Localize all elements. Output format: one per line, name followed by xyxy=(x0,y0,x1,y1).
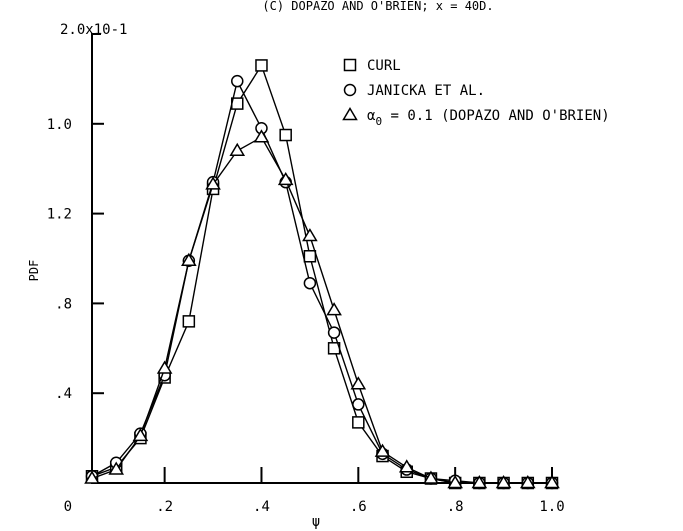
data-point-square xyxy=(353,417,364,428)
x-tick-label: .4 xyxy=(253,499,270,515)
x-tick-label: .8 xyxy=(447,499,464,515)
series-line-circle xyxy=(92,81,552,483)
legend-label: CURL xyxy=(367,58,401,74)
x-axis-label: ψ xyxy=(312,514,320,530)
y-axis-multiplier-label: 2.0x10-1 xyxy=(60,22,127,38)
data-point-circle xyxy=(304,278,315,289)
axis-lines xyxy=(92,34,552,483)
legend-label: JANICKA ET AL. xyxy=(367,83,485,99)
series-line-triangle xyxy=(92,137,552,483)
x-tick-label: .6 xyxy=(350,499,367,515)
series-circle xyxy=(87,76,558,489)
y-tick-label: 1.2 xyxy=(47,207,72,223)
axes xyxy=(92,34,552,483)
data-point-square xyxy=(304,251,315,262)
legend-marker-triangle xyxy=(344,109,357,120)
y-tick-label: 0 xyxy=(64,499,72,515)
data-point-circle xyxy=(329,327,340,338)
x-tick-label: 1.0 xyxy=(539,499,564,515)
legend-marker-circle xyxy=(345,85,356,96)
data-point-square xyxy=(256,60,267,71)
chart-title: (C) DOPAZO AND O'BRIEN; x = 40D. xyxy=(262,0,493,13)
y-tick-label: .4 xyxy=(55,386,72,402)
y-tick-label: 1.0 xyxy=(47,117,72,133)
data-point-triangle xyxy=(231,144,244,155)
x-tick-label: .2 xyxy=(156,499,173,515)
data-point-triangle xyxy=(328,304,341,315)
legend: CURL JANICKA ET AL. α0 = 0.1 (DOPAZO AND O… xyxy=(344,58,610,128)
series-layer xyxy=(86,60,559,489)
data-point-circle xyxy=(232,76,243,87)
legend-marker-square xyxy=(345,60,356,71)
data-point-square xyxy=(183,316,194,327)
data-point-triangle xyxy=(352,378,365,389)
ticks: .2 .4 .6 .8 1.0 0 .4 .8 1.2 1.0 xyxy=(47,117,565,515)
data-point-square xyxy=(280,130,291,141)
data-point-circle xyxy=(353,399,364,410)
legend-label: α0 = 0.1 (DOPAZO AND O'BRIEN) xyxy=(367,108,610,128)
y-axis-label: PDF xyxy=(27,260,41,282)
y-tick-label: .8 xyxy=(55,296,72,312)
